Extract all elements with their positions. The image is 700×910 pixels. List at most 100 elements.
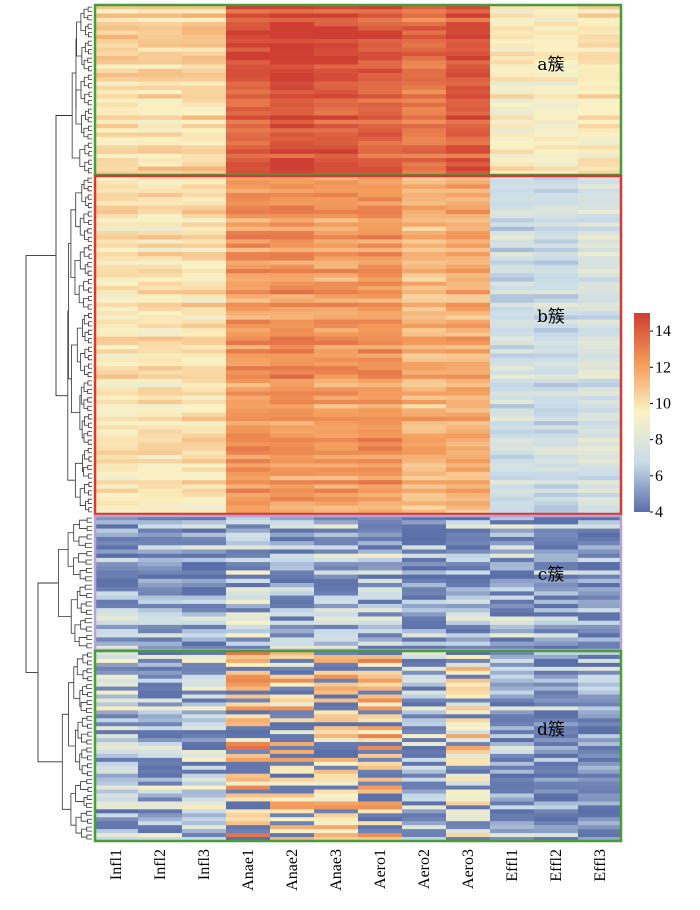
dendrogram-branch: [87, 262, 92, 268]
heatmap-cell: [402, 214, 446, 219]
heatmap-cell: [138, 273, 182, 278]
heatmap-cell: [578, 746, 622, 751]
heatmap-cell: [94, 662, 138, 668]
heatmap-cell: [534, 591, 578, 596]
heatmap-cell: [270, 793, 314, 798]
heatmap-cell: [314, 583, 358, 588]
heatmap-cell: [270, 374, 314, 380]
heatmap-cell: [402, 5, 446, 10]
dendrogram-branch: [87, 186, 92, 192]
heatmap-cell: [534, 471, 578, 477]
heatmap-cell: [138, 706, 182, 711]
dendrogram-branch: [88, 422, 92, 428]
heatmap-cell: [446, 813, 490, 818]
heatmap-cell: [578, 591, 622, 596]
dendrogram-branch: [87, 134, 92, 140]
heatmap-cell: [138, 408, 182, 414]
heatmap-cell: [578, 738, 622, 743]
heatmap-cell: [138, 797, 182, 802]
heatmap-cell: [358, 553, 402, 559]
heatmap-cell: [402, 370, 446, 375]
heatmap-cell: [94, 85, 138, 91]
heatmap-cell: [314, 738, 358, 743]
heatmap-cell: [446, 520, 490, 525]
heatmap-cell: [578, 488, 622, 494]
heatmap-cell: [534, 239, 578, 245]
heatmap-cell: [578, 714, 622, 719]
heatmap-cell: [534, 404, 578, 409]
heatmap-cell: [358, 370, 402, 375]
heatmap-cell: [94, 714, 138, 719]
heatmap-cell: [446, 450, 490, 456]
heatmap-cell: [446, 825, 490, 830]
heatmap-cell: [534, 311, 578, 316]
heatmap-cell: [138, 825, 182, 830]
heatmap-cell: [534, 260, 578, 266]
heatmap-cell: [534, 686, 578, 691]
heatmap-cell: [358, 777, 402, 783]
heatmap-cell: [182, 773, 226, 779]
dendrogram-branch: [88, 253, 92, 259]
heatmap-cell: [358, 562, 402, 567]
heatmap-cell: [314, 578, 358, 584]
heatmap-cell: [578, 624, 622, 630]
heatmap-cell: [358, 549, 402, 555]
heatmap-cell: [270, 149, 314, 155]
heatmap-cell: [182, 268, 226, 274]
heatmap-cell: [314, 188, 358, 194]
heatmap-cell: [358, 532, 402, 538]
heatmap-cell: [270, 306, 314, 312]
heatmap-cell: [182, 825, 226, 830]
heatmap-cell: [314, 149, 358, 155]
heatmap-cell: [94, 570, 138, 576]
heatmap-cell: [446, 545, 490, 550]
heatmap-cell: [226, 302, 270, 308]
column-label: Infl3: [196, 849, 213, 880]
heatmap-cell: [226, 399, 270, 405]
heatmap-cell: [534, 294, 578, 299]
heatmap-cell: [578, 574, 622, 580]
heatmap-cell: [270, 60, 314, 65]
heatmap-cell: [358, 591, 402, 596]
heatmap-cell: [270, 94, 314, 99]
heatmap-cell: [182, 678, 226, 684]
heatmap-cell: [446, 574, 490, 580]
heatmap-cell: [182, 726, 226, 731]
heatmap-cell: [182, 492, 226, 498]
heatmap-cell: [490, 336, 534, 342]
heatmap-cell: [226, 557, 270, 563]
heatmap-cell: [314, 277, 358, 283]
heatmap-cell: [446, 298, 490, 304]
heatmap-cell: [270, 298, 314, 304]
heatmap-cell: [182, 536, 226, 542]
heatmap-cell: [314, 315, 358, 321]
heatmap-cell: [94, 566, 138, 571]
heatmap-cell: [358, 115, 402, 121]
heatmap-cell: [402, 698, 446, 703]
heatmap-cell: [578, 616, 622, 622]
heatmap-cell: [402, 651, 446, 656]
heatmap-cell: [446, 132, 490, 138]
heatmap-cell: [314, 90, 358, 95]
heatmap-cell: [534, 549, 578, 555]
dendrogram-branch: [80, 81, 85, 99]
heatmap-cell: [138, 734, 182, 739]
dendrogram-branch: [87, 57, 92, 63]
heatmap-cell: [402, 645, 446, 651]
heatmap-cell: [490, 801, 534, 806]
heatmap-cell: [490, 706, 534, 711]
heatmap-cell: [138, 247, 182, 253]
heatmap-cell: [314, 68, 358, 74]
heatmap-cell: [226, 702, 270, 707]
heatmap-cell: [138, 616, 182, 622]
heatmap-cell: [490, 51, 534, 57]
heatmap-cell: [578, 132, 622, 138]
heatmap-cell: [138, 433, 182, 439]
heatmap-cell: [226, 633, 270, 638]
heatmap-cell: [446, 64, 490, 70]
heatmap-cell: [226, 753, 270, 759]
heatmap-cell: [270, 404, 314, 409]
heatmap-cell: [490, 433, 534, 439]
heatmap-cell: [578, 484, 622, 490]
heatmap-cell: [446, 746, 490, 751]
